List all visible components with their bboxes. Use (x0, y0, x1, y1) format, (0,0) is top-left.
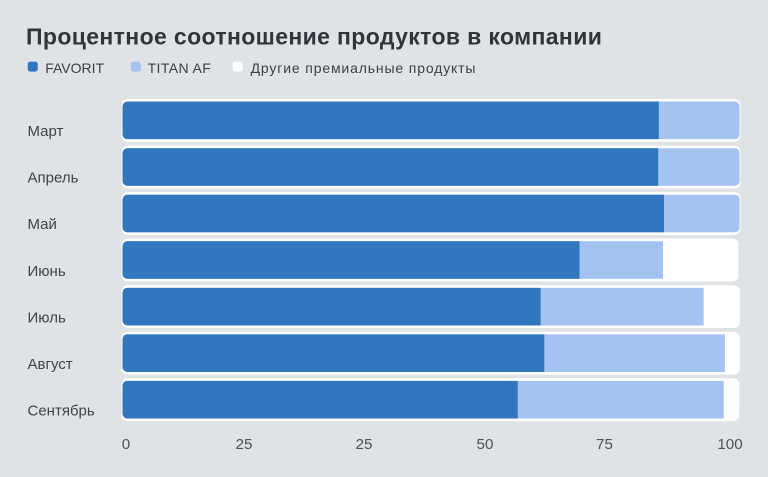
svg-text:0: 0 (122, 436, 130, 453)
svg-text:50: 50 (477, 436, 494, 453)
svg-text:100: 100 (717, 436, 742, 453)
svg-text:Сентябрь: Сентябрь (28, 402, 95, 419)
svg-text:Март: Март (28, 123, 64, 140)
svg-text:Август: Август (28, 356, 73, 373)
svg-text:Июнь: Июнь (28, 263, 66, 280)
svg-text:Июль: Июль (28, 309, 66, 326)
svg-text:Апрель: Апрель (28, 170, 79, 187)
svg-text:Другие премиальные продукты: Другие премиальные продукты (251, 60, 477, 76)
svg-text:FAVORIT: FAVORIT (45, 60, 104, 76)
svg-text:75: 75 (596, 436, 613, 453)
svg-text:25: 25 (356, 436, 373, 453)
svg-text:Процентное соотношение продукт: Процентное соотношение продуктов в компа… (26, 24, 602, 50)
svg-text:Май: Май (28, 216, 57, 233)
svg-text:25: 25 (236, 436, 253, 453)
svg-text:TITAN AF: TITAN AF (148, 60, 212, 76)
